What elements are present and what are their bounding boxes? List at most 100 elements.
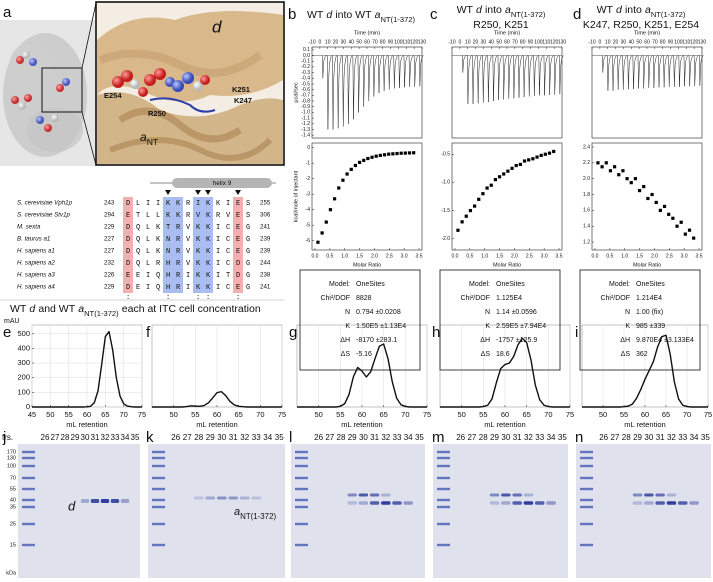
section-title: WT d and WT aNT(1-372) each at ITC cell conc… bbox=[10, 303, 261, 318]
x-tick-label: 2.5 bbox=[386, 253, 393, 259]
injection-peak bbox=[607, 55, 612, 91]
x-tick-label: -10 bbox=[588, 39, 595, 45]
protein-band bbox=[489, 501, 500, 505]
fraction-number: 33 bbox=[393, 433, 402, 442]
x-tick-label: 20 bbox=[473, 39, 479, 45]
panel-letter: g bbox=[289, 324, 297, 341]
injection-peak bbox=[352, 55, 358, 120]
data-point bbox=[332, 197, 337, 201]
protein-band bbox=[535, 501, 545, 505]
chart-title-part: into bbox=[485, 4, 502, 16]
ladder-label: 100 bbox=[7, 463, 16, 469]
data-point bbox=[324, 220, 328, 224]
chart-title-part: WT bbox=[307, 9, 324, 21]
fraction-number: 34 bbox=[263, 433, 272, 442]
fraction-number: 26 bbox=[314, 433, 323, 442]
x-tick-label: 75 bbox=[278, 410, 286, 419]
itc-param: Chi²/DOF bbox=[600, 295, 630, 302]
itc-param: K bbox=[485, 323, 490, 330]
x-tick-label: 60 bbox=[358, 410, 366, 419]
fraction-number: 28 bbox=[479, 433, 488, 442]
y-tick-label: 1.4 bbox=[583, 224, 590, 230]
fraction-number: 35 bbox=[415, 433, 424, 442]
seq-end: 255 bbox=[260, 200, 271, 207]
data-point bbox=[642, 184, 646, 189]
x-tick-label: 2.5 bbox=[666, 253, 673, 259]
itc-param: K bbox=[625, 323, 630, 330]
y-tick-label: 0 bbox=[26, 402, 30, 411]
injection-peak bbox=[683, 55, 689, 87]
ladder-band bbox=[295, 464, 308, 468]
injection-peak bbox=[688, 55, 694, 87]
x-tick-label: 2.0 bbox=[371, 253, 378, 259]
panel-letter: h bbox=[432, 324, 440, 341]
plot-frame bbox=[451, 46, 563, 139]
y-tick-label: -0.3 bbox=[301, 70, 310, 76]
injection-peak bbox=[383, 55, 389, 91]
chart-subtitle: K247, R250, K251, E254 bbox=[583, 19, 699, 31]
itc-param: ΔS bbox=[621, 351, 631, 358]
data-point bbox=[679, 220, 683, 224]
data-point bbox=[485, 186, 489, 190]
x-tick-label: 60 bbox=[641, 410, 649, 419]
sequence: DQLRHRVKKICDG bbox=[126, 260, 256, 268]
x-tick-label: 1.5 bbox=[356, 253, 363, 259]
data-point bbox=[489, 183, 493, 187]
ladder-band bbox=[22, 476, 35, 480]
injection-peak bbox=[357, 55, 363, 113]
species-name: B. taurus a1 bbox=[17, 236, 50, 243]
chart-title-part: WT bbox=[457, 4, 474, 16]
protein-band bbox=[512, 493, 522, 497]
y-axis-label: mAU bbox=[4, 318, 20, 325]
helix-label: helix 9 bbox=[213, 180, 232, 187]
x-tick-label: 80 bbox=[520, 39, 526, 45]
y-tick-label: -1.0 bbox=[301, 110, 310, 116]
x-tick-label: 130 bbox=[558, 39, 567, 45]
itc-param: Model: bbox=[609, 281, 630, 288]
injection-peak bbox=[693, 55, 699, 87]
y-tick-label: -0.7 bbox=[301, 93, 310, 99]
injection-peak bbox=[668, 55, 674, 87]
fraction-number: 27 bbox=[51, 433, 60, 442]
seq-start: 227 bbox=[104, 248, 115, 255]
sequence: DEIQHRIKKICEG bbox=[126, 284, 256, 292]
y-tick-label: -4 bbox=[306, 207, 311, 213]
fraction-number: 30 bbox=[359, 433, 368, 442]
data-point bbox=[692, 236, 696, 240]
x-tick-label: 65 bbox=[662, 410, 670, 419]
x-tick-label: 50 bbox=[636, 39, 642, 45]
data-point bbox=[456, 228, 460, 232]
plot-frame bbox=[591, 46, 703, 139]
injection-peak bbox=[528, 55, 534, 97]
data-point bbox=[464, 214, 468, 218]
x-tick-label: 120 bbox=[410, 39, 419, 45]
panel-letter: f bbox=[146, 324, 151, 341]
fraction-number: 31 bbox=[91, 433, 100, 442]
ladder-band bbox=[152, 456, 165, 460]
injection-peak bbox=[507, 55, 513, 99]
x-tick-label: 75 bbox=[566, 410, 574, 419]
x-tick-label: 70 bbox=[512, 39, 518, 45]
injection-peak bbox=[502, 55, 508, 100]
fraction-number: 26 bbox=[456, 433, 465, 442]
y-tick-label: 300 bbox=[17, 358, 30, 367]
x-tick-label: 80 bbox=[660, 39, 666, 45]
fraction-number: 34 bbox=[121, 433, 130, 442]
conservation: : : :: : bbox=[126, 294, 256, 302]
injection-peak bbox=[403, 55, 409, 88]
seq-end: 238 bbox=[260, 272, 271, 279]
x-tick-label: 70 bbox=[544, 410, 552, 419]
data-point bbox=[650, 192, 654, 197]
x-tick-label: 1.5 bbox=[496, 253, 503, 259]
data-point bbox=[345, 172, 349, 176]
x-tick-label: 70 bbox=[372, 39, 378, 45]
x-tick-label: 40 bbox=[489, 39, 495, 45]
fraction-number: 29 bbox=[348, 433, 357, 442]
injection-peak bbox=[408, 55, 414, 87]
itc-value: 1.125E4 bbox=[496, 295, 522, 302]
ladder-band bbox=[580, 498, 593, 502]
x-tick-label: 90 bbox=[528, 39, 534, 45]
ladder-label: 15 bbox=[10, 542, 16, 548]
residue-label: E254 bbox=[104, 91, 122, 100]
